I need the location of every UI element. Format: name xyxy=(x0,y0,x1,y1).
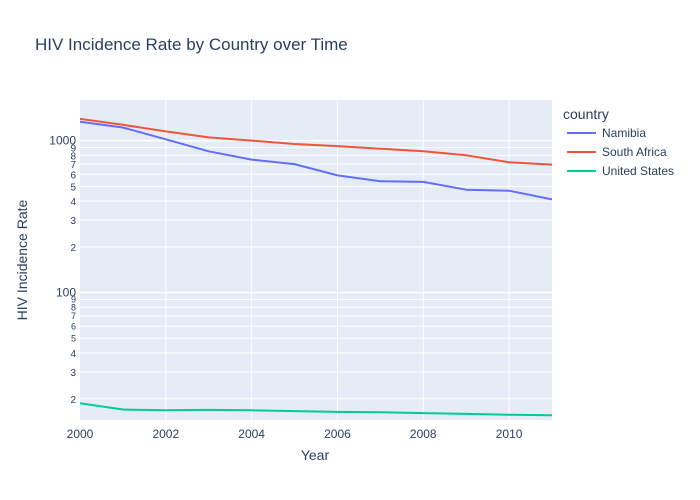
chart-title: HIV Incidence Rate by Country over Time xyxy=(35,35,348,54)
legend-item[interactable]: Namibia xyxy=(567,126,646,140)
y-minor-tick-label: 5 xyxy=(71,333,76,343)
x-axis-ticks: 2000 2002 2004 2006 2008 2010 xyxy=(67,427,523,441)
series-line-united-states xyxy=(79,402,553,417)
y-minor-tick-label: 4 xyxy=(70,349,76,360)
y-minor-tick-label: 8 xyxy=(70,151,76,162)
x-tick-label: 2002 xyxy=(152,427,179,441)
y-minor-tick-label: 3 xyxy=(70,216,76,227)
legend-label: Namibia xyxy=(602,126,646,140)
y-major-tick-label: 1000 xyxy=(49,134,76,148)
x-tick-label: 2006 xyxy=(324,427,351,441)
grid-lines xyxy=(80,100,552,420)
x-tick-label: 2008 xyxy=(410,427,437,441)
legend-item[interactable]: South Africa xyxy=(567,145,667,159)
legend-title: country xyxy=(563,106,609,122)
legend-items: Namibia South Africa United States xyxy=(567,126,674,178)
x-tick-label: 2004 xyxy=(238,427,265,441)
legend-label: South Africa xyxy=(602,145,667,159)
series-line-south-africa xyxy=(79,117,553,166)
legend-label: United States xyxy=(602,164,674,178)
y-minor-tick-label: 2 xyxy=(70,395,76,406)
y-minor-tick-label: 7 xyxy=(71,311,76,321)
y-minor-tick-label: 4 xyxy=(70,197,76,208)
y-minor-tick-label: 5 xyxy=(70,182,76,193)
series-lines xyxy=(79,117,553,417)
series-line-namibia xyxy=(79,120,553,201)
legend: country Namibia South Africa United States xyxy=(563,106,674,178)
x-axis-title: Year xyxy=(301,447,330,463)
legend-item[interactable]: United States xyxy=(567,164,674,178)
x-tick-label: 2010 xyxy=(496,427,523,441)
y-minor-tick-label: 2 xyxy=(70,243,76,254)
y-minor-tick-label: 9 xyxy=(71,295,76,305)
y-minor-tick-label: 6 xyxy=(70,170,76,181)
y-major-tick-label: 100 xyxy=(56,286,76,300)
y-minor-tick-label: 3 xyxy=(70,368,76,379)
y-minor-tick-label: 6 xyxy=(71,321,76,331)
x-tick-label: 2000 xyxy=(67,427,94,441)
y-minor-tick-label: 7 xyxy=(70,160,76,171)
y-axis-title: HIV Incidence Rate xyxy=(14,199,30,320)
plot-area xyxy=(80,100,552,420)
y-minor-tick-label: 9 xyxy=(70,144,76,155)
y-minor-tick-label: 8 xyxy=(71,302,76,312)
